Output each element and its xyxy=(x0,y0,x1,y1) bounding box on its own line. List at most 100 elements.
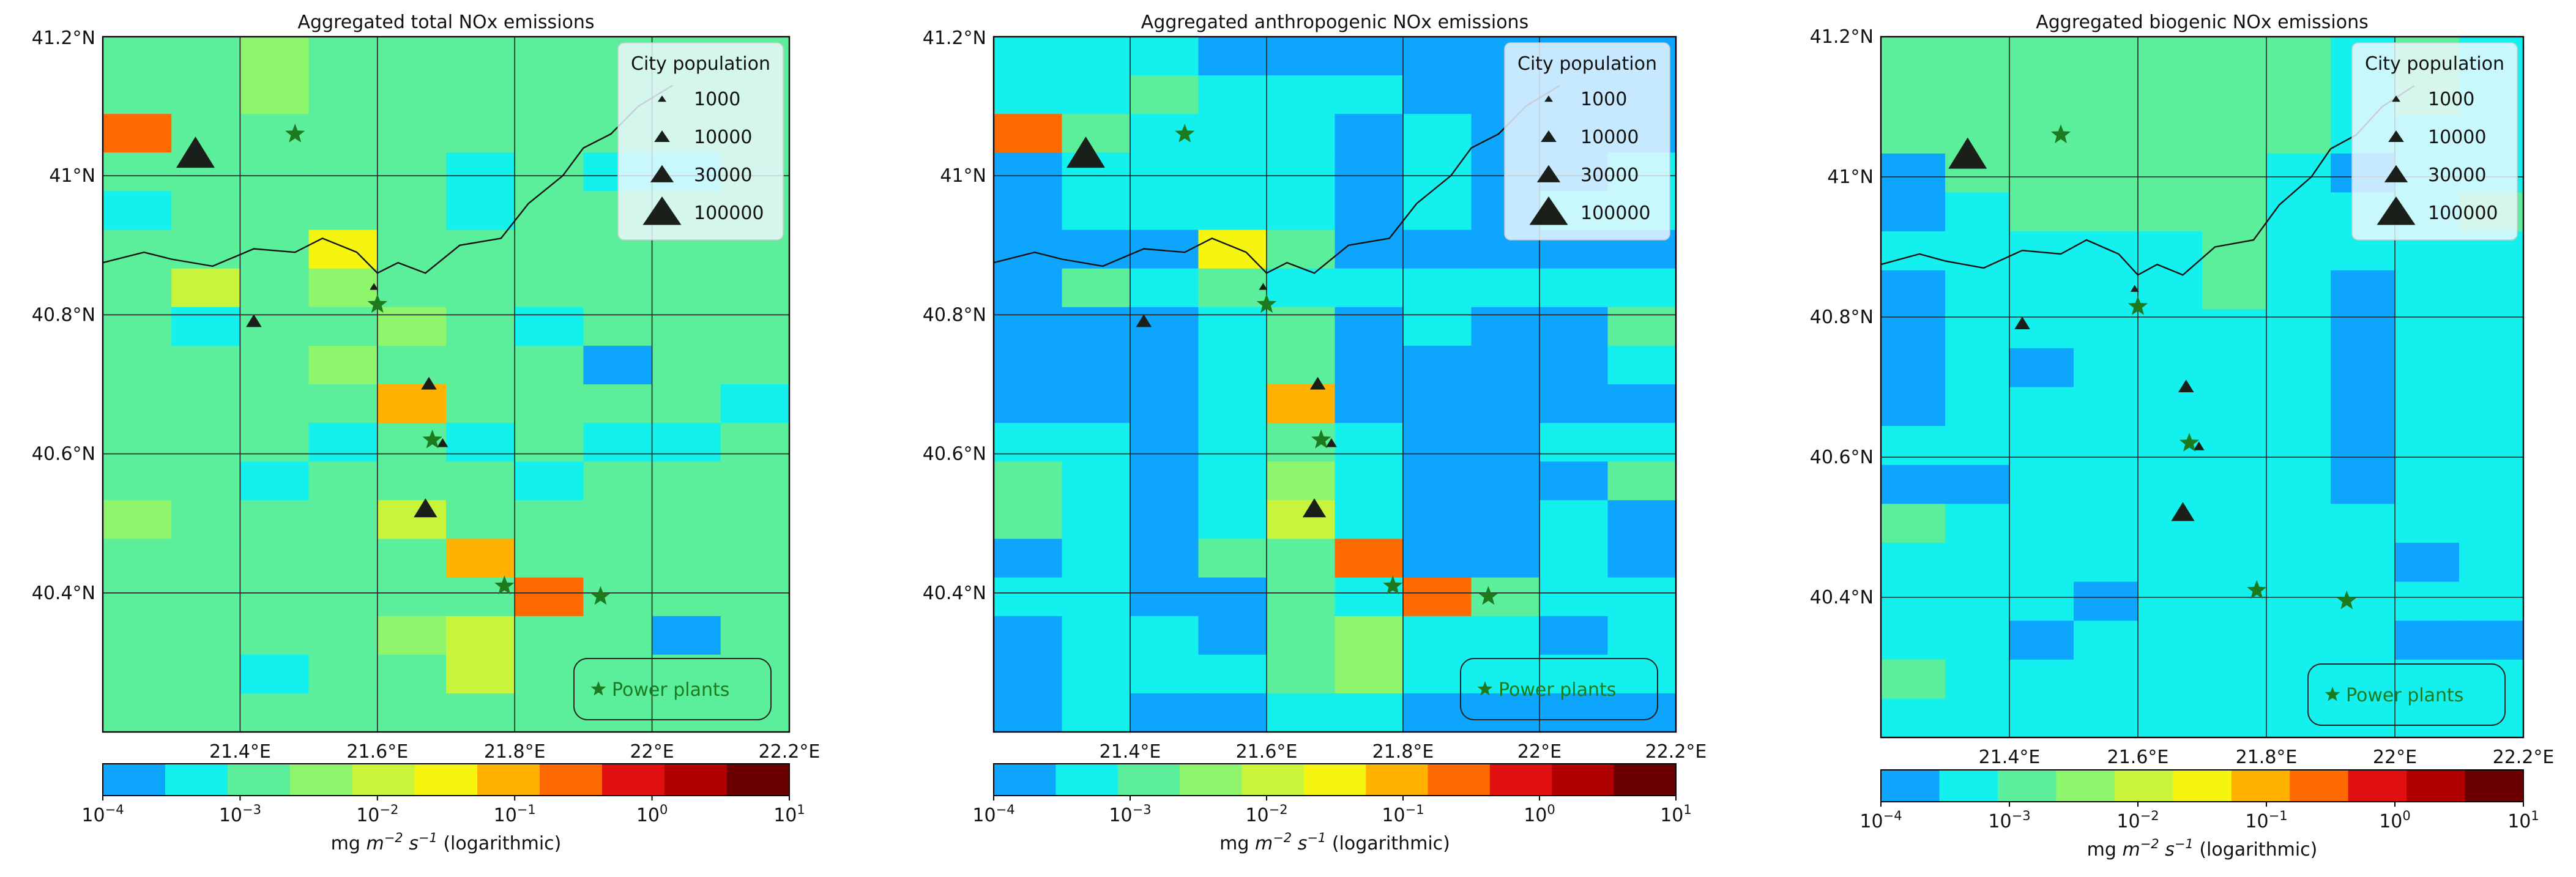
power-plant-icon xyxy=(1311,429,1331,449)
emission-cell xyxy=(2009,621,2074,660)
emission-cell xyxy=(1130,191,1199,231)
power-plant-icon xyxy=(1478,586,1498,605)
emission-cell xyxy=(2074,659,2139,699)
emission-cell xyxy=(1198,539,1267,578)
colorbar: 10−4 10−3 10−2 10−1 100 101 mg m−2 s−1 (logari… xyxy=(972,763,1692,854)
panel-title: Aggregated total NOx emissions xyxy=(297,12,594,33)
emission-cell xyxy=(171,307,240,346)
city-marker xyxy=(2171,502,2195,521)
latitude-label: 41°N xyxy=(940,165,986,187)
latitude-label: 40.8°N xyxy=(923,304,986,326)
emission-cell xyxy=(1335,500,1404,539)
emission-cell xyxy=(2202,698,2267,738)
emission-cell xyxy=(2009,37,2074,77)
emission-cell xyxy=(1335,384,1404,424)
colorbar-tick-label: 10−4 xyxy=(972,802,1014,826)
emission-cell xyxy=(1471,616,1540,655)
emission-cell xyxy=(308,152,378,192)
emission-cell xyxy=(1267,384,1336,424)
legend-triangle-icon xyxy=(1536,165,1561,182)
power-plants-legend: Power plants xyxy=(1460,658,1658,720)
emission-cell xyxy=(1130,75,1199,114)
emission-cell xyxy=(2266,114,2331,154)
emission-cell xyxy=(1267,307,1336,346)
emission-cell xyxy=(1403,461,1472,501)
emission-cell xyxy=(240,75,310,114)
emission-cell xyxy=(1945,698,2010,738)
emission-cell xyxy=(2202,465,2267,504)
emission-cell xyxy=(446,268,515,308)
emission-cell xyxy=(1198,577,1267,617)
colorbar-segment xyxy=(1180,764,1243,796)
emission-cell xyxy=(2009,231,2074,271)
emission-cell xyxy=(2266,270,2331,310)
emission-cell xyxy=(2074,153,2139,193)
legend-triangle-icon xyxy=(1541,130,1557,142)
emission-cell xyxy=(1198,191,1267,231)
longitude-label: 21.6°E xyxy=(346,741,408,763)
emission-cell xyxy=(2074,270,2139,310)
emission-cell xyxy=(446,37,515,76)
emission-cell xyxy=(2009,465,2074,504)
legend-triangle-icon xyxy=(2384,165,2408,182)
colorbar-tick-label: 10−3 xyxy=(1988,808,2030,832)
emission-cell xyxy=(2138,231,2203,271)
power-plant-icon xyxy=(590,586,611,605)
emission-cell xyxy=(171,345,240,385)
longitude-label: 22.2°E xyxy=(2493,747,2555,768)
emission-cell xyxy=(1539,345,1609,385)
emission-cell xyxy=(1881,542,1946,583)
emission-cell xyxy=(2138,698,2203,738)
emission-cell xyxy=(515,423,584,462)
emission-cell xyxy=(1403,114,1472,153)
emission-cell xyxy=(1881,75,1946,115)
emission-cell xyxy=(1539,616,1609,655)
emission-cell xyxy=(1130,461,1199,501)
emission-cell xyxy=(1403,693,1472,733)
emission-cell xyxy=(103,654,172,694)
emission-cell xyxy=(1062,230,1131,269)
emission-cell xyxy=(2074,114,2139,154)
emission-cell xyxy=(103,423,172,462)
emission-cell xyxy=(1945,348,2010,388)
emission-cell xyxy=(240,654,310,694)
emission-cell xyxy=(446,500,515,539)
emission-cell xyxy=(1267,114,1336,153)
emission-cell xyxy=(1471,384,1540,424)
colorbar-tick-label: 10−2 xyxy=(1245,802,1287,826)
emission-cell xyxy=(1062,693,1131,733)
emission-cell xyxy=(994,461,1063,501)
colorbar-segment xyxy=(664,764,728,796)
city-marker xyxy=(1325,438,1337,447)
emission-cell xyxy=(1945,426,2010,466)
legend-entry-label: 1000 xyxy=(2428,89,2474,110)
emission-cell xyxy=(1062,268,1131,308)
colorbar-tick-label: 100 xyxy=(1524,802,1555,826)
emission-cell xyxy=(377,345,447,385)
emission-cell xyxy=(2331,581,2395,621)
emission-cell xyxy=(446,539,515,578)
longitude-label: 21.8°E xyxy=(2236,747,2298,768)
emission-cell xyxy=(2202,621,2267,660)
latitude-label: 40.4°N xyxy=(32,583,95,604)
emission-cell xyxy=(1539,539,1609,578)
emission-cell xyxy=(377,152,447,192)
latitude-label: 40.8°N xyxy=(1810,307,1874,328)
colorbar-segment xyxy=(1241,764,1305,796)
emission-cell xyxy=(720,461,790,501)
emission-cell xyxy=(515,268,584,308)
emission-cell xyxy=(1403,384,1472,424)
emission-cell xyxy=(2266,465,2331,504)
emission-cell xyxy=(2074,465,2139,504)
emission-cell xyxy=(2395,270,2460,310)
emission-cell xyxy=(2266,192,2331,232)
emission-cell xyxy=(720,500,790,539)
power-plant-icon xyxy=(1256,294,1277,313)
emission-cell xyxy=(1062,539,1131,578)
legend-box xyxy=(1504,42,1670,241)
legend-title: City population xyxy=(631,53,770,75)
emission-cell xyxy=(1198,423,1267,462)
emission-cell xyxy=(2331,621,2395,660)
emission-cell xyxy=(1062,114,1131,153)
